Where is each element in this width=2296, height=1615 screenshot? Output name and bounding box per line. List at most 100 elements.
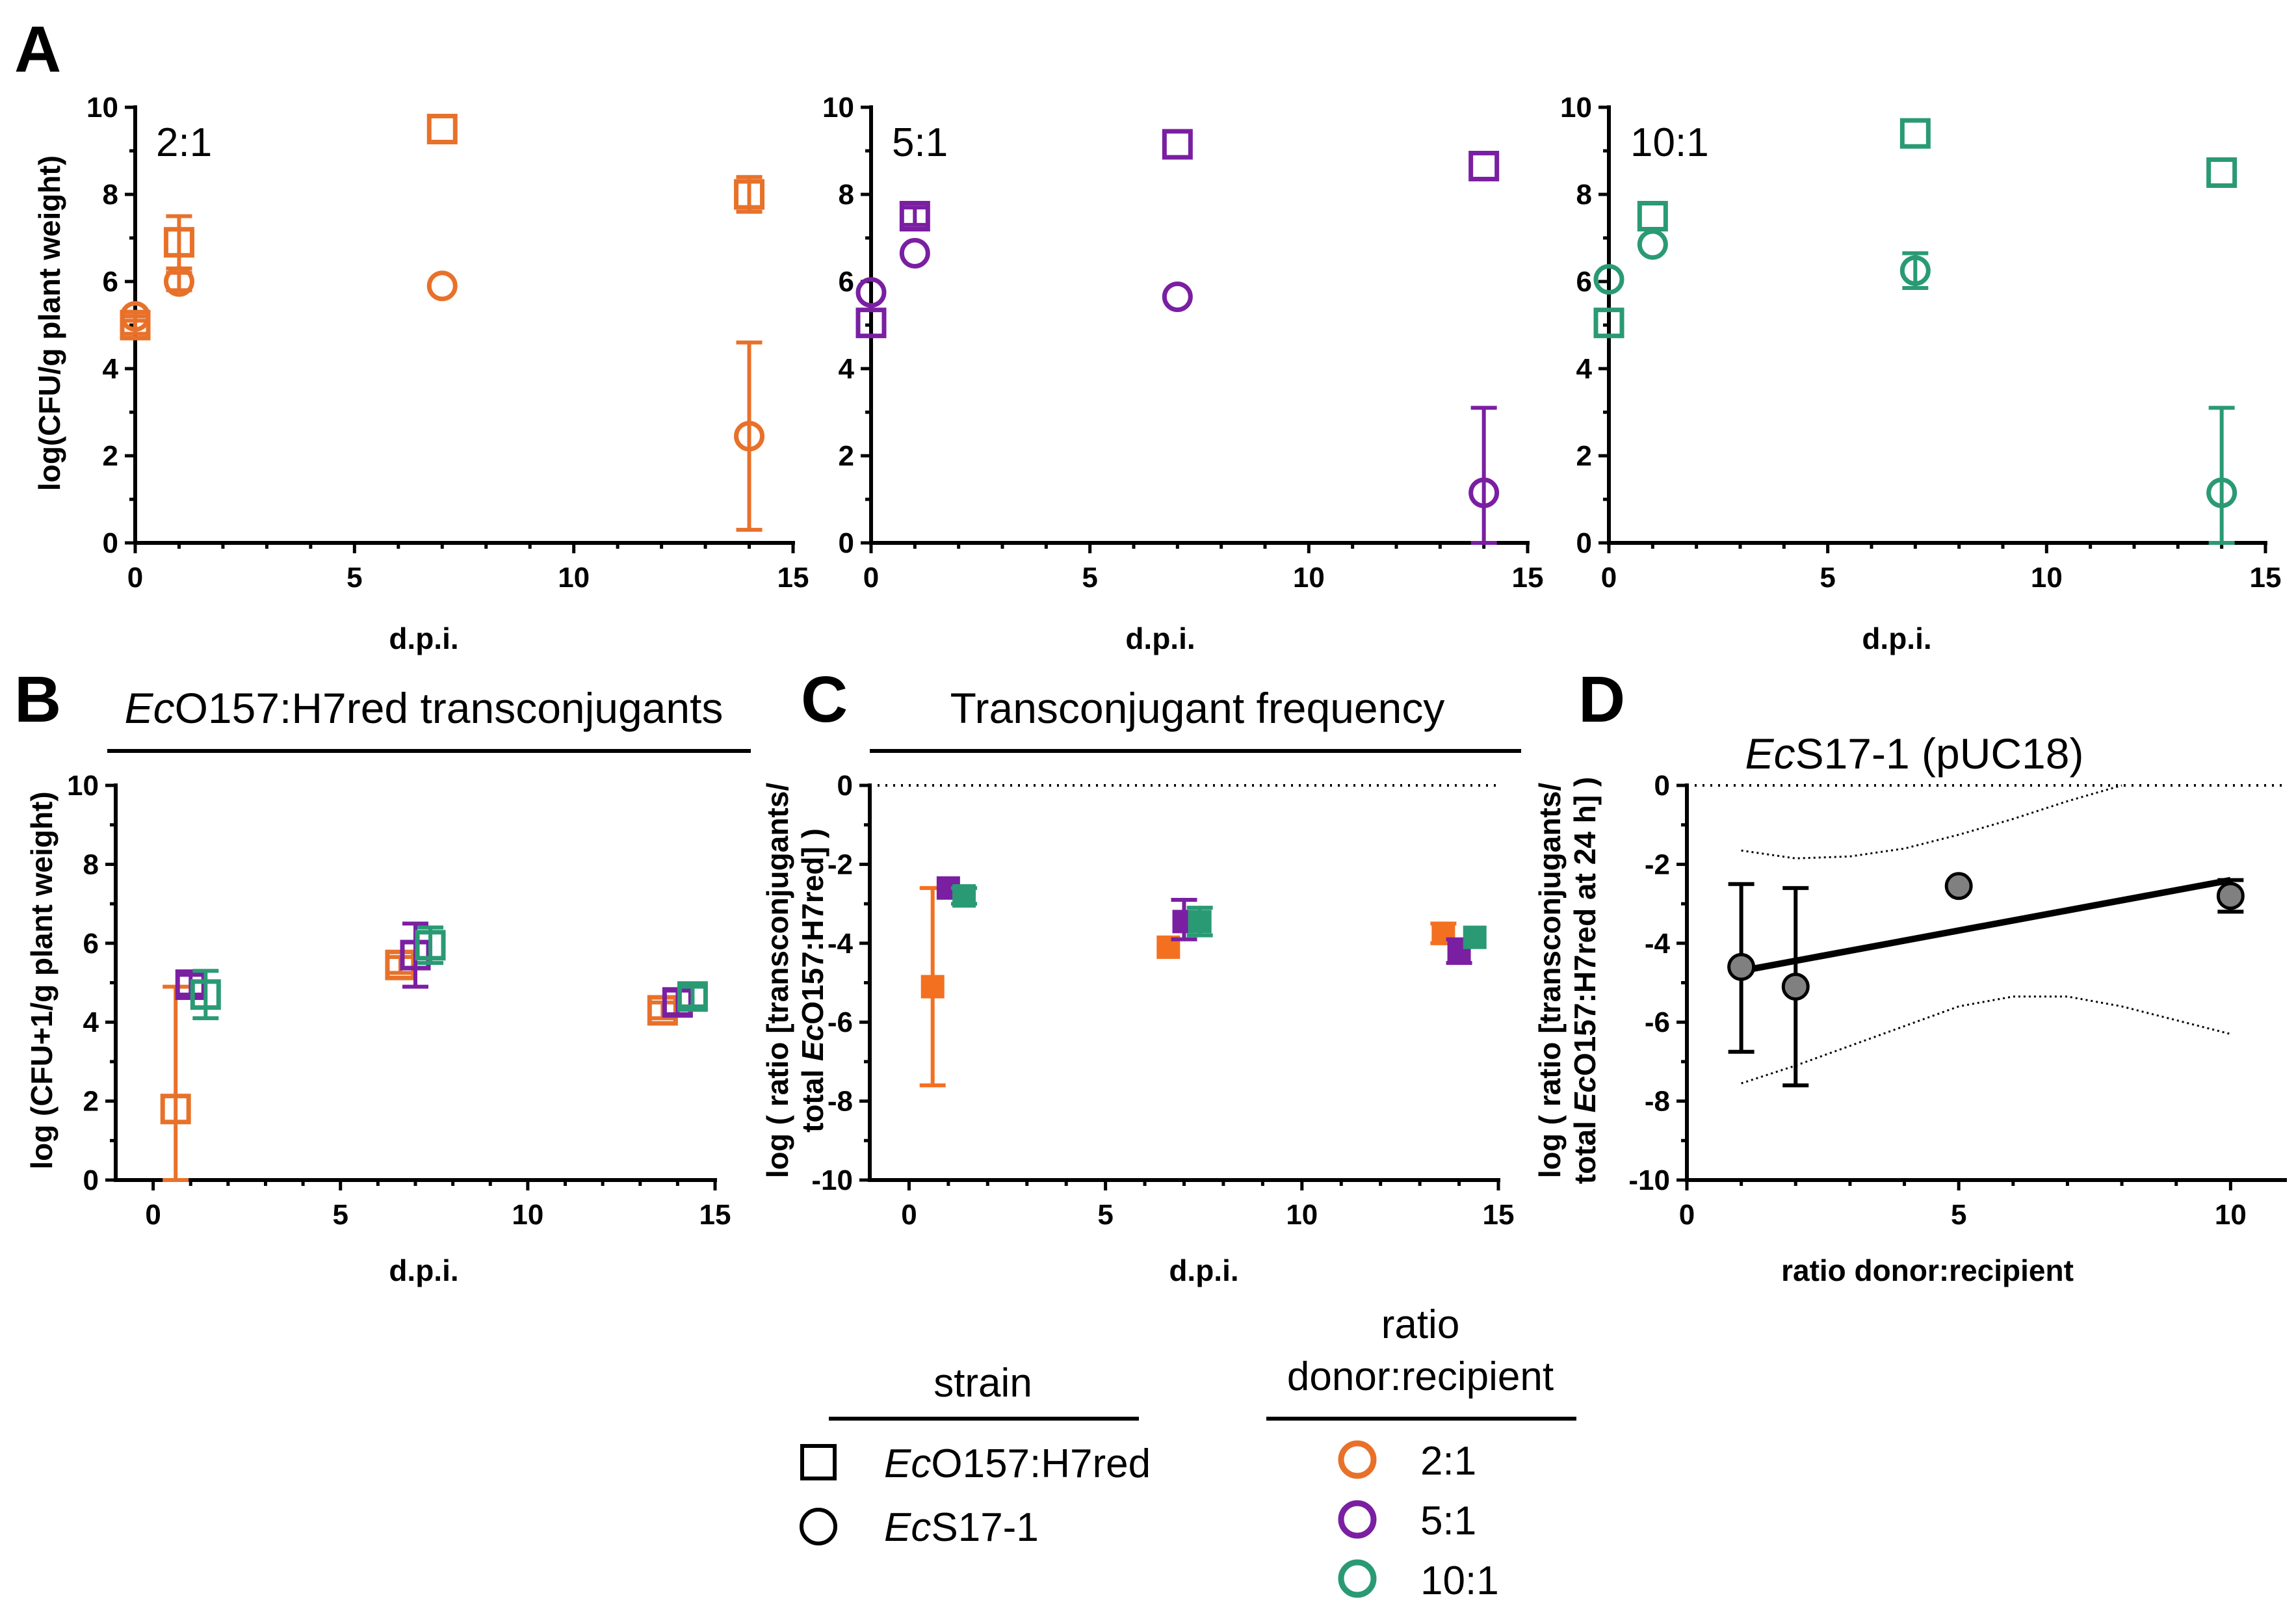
panel-d-y-axis-title-line1: log ( ratio [transconjugants/ [1533,783,1567,1178]
y-tick-label: 0 [1576,527,1592,559]
y-tick-label: 10 [1560,92,1592,124]
data-point-circle [1593,264,1624,295]
y-tick-label: 0 [839,527,854,559]
x-tick-label: 10 [1286,1199,1318,1231]
data-point-circle [1468,477,1500,508]
data-point-circle [163,266,194,297]
y-tick-label: -4 [828,928,854,960]
panel-a1-ratio-label: 2:1 [156,120,212,165]
legend-ratio-title-line1: ratio [1381,1302,1460,1347]
panel-c-y-axis-title-line2: total EcO157:H7red] ) [796,828,829,1133]
panel-b-title: EcO157:H7red transconjugants [125,684,724,732]
panel-a-y-axis-title: log(CFU/g plant weight) [33,155,66,491]
data-point-square [677,981,708,1012]
data-point-circle [1899,255,1931,286]
x-tick-label: 10 [2031,562,2063,594]
panel-d-y-axis-title-line2: total EcO157:H7red at 24 h] ) [1568,777,1602,1184]
y-tick-label: 0 [1654,770,1670,802]
data-point-square [1162,129,1193,160]
data-point-square [899,201,930,231]
panel-c-y-axis-title-line1: log ( ratio [transconjugants/ [761,783,794,1178]
y-tick-label: 10 [86,92,118,124]
x-tick-label: 0 [145,1199,161,1231]
data-point-square [1463,925,1487,949]
y-tick-label: 6 [83,928,99,960]
panel-d-title: EcS17-1 (pUC18) [1745,729,2084,778]
y-tick-label: -8 [828,1086,853,1118]
x-tick-label: 5 [333,1199,348,1231]
data-point-square [426,114,458,144]
y-tick-label: 8 [1576,179,1592,211]
y-tick-label: 0 [103,527,118,559]
legend-strain-item-1: EcO157:H7red [884,1441,1151,1486]
y-tick-label: 4 [1576,353,1593,385]
data-point-square [1468,150,1500,181]
y-tick-label: 8 [103,179,118,211]
data-point-circle [855,277,887,308]
legend-strain: strain EcO157:H7red EcS17-1 [800,1361,1151,1550]
y-tick-label: -6 [828,1006,853,1038]
x-tick-label: 10 [1293,562,1325,594]
x-tick-label: 10 [512,1199,543,1231]
data-point-circle [2206,477,2237,508]
y-tick-label: 10 [822,92,854,124]
panel-a3-x-axis-title: d.p.i. [1862,622,1931,655]
data-point-circle [1637,229,1668,260]
data-point-square [855,308,887,339]
panel-a1-x-axis-title: d.p.i. [389,622,458,655]
data-point-circle [120,301,151,332]
y-tick-label: 4 [103,353,119,385]
circle-icon [800,1508,837,1545]
x-tick-label: 15 [1512,562,1544,594]
data-point-square [1899,118,1931,149]
legend-strain-title: strain [933,1361,1032,1406]
data-point-circle [734,421,765,452]
data-point-square [415,930,446,961]
y-tick-label: -6 [1645,1006,1670,1038]
y-tick-label: 2 [103,440,118,472]
data-point-circle [1162,281,1193,312]
data-point-circle [2216,882,2245,910]
legend-strain-item-2: EcS17-1 [884,1505,1039,1550]
y-tick-label: -10 [811,1164,853,1196]
data-point-square [160,1094,191,1125]
y-tick-label: 2 [839,440,854,472]
y-tick-label: -2 [1645,848,1670,880]
panel-letter-c: C [801,663,848,736]
panel-b-y-axis-title: log (CFU+1/g plant weight) [25,791,59,1169]
panel-letter-a: A [14,13,61,86]
panel-a2-plot: 0 2 4 6 8 10 0 5 10 15 [822,92,1543,594]
x-tick-label: 10 [558,562,590,594]
y-tick-label: 6 [103,266,118,298]
data-point-square [1593,308,1624,339]
panel-c-title: Transconjugant frequency [950,684,1445,732]
data-point-square [1637,201,1668,231]
legend-ratio-item-5-1: 5:1 [1420,1499,1476,1543]
data-point-square [952,884,976,908]
y-tick-label: 4 [839,353,855,385]
data-point-circle [426,270,458,302]
y-tick-label: -4 [1645,928,1671,960]
x-tick-label: 0 [901,1199,917,1231]
x-tick-label: 0 [1679,1199,1695,1231]
legend-ratio-item-2-1: 2:1 [1420,1439,1476,1484]
data-point-square [190,979,221,1010]
panel-c-plot: 0 -2 -4 -6 -8 -10 0 5 10 15 [811,770,1514,1231]
data-point-square [920,975,945,999]
legend-ratio: ratio donor:recipient 2:1 5:1 10:1 [1266,1302,1576,1603]
y-tick-label: -8 [1645,1086,1670,1118]
data-point-square [734,179,765,210]
x-tick-label: 0 [863,562,879,594]
panel-d-x-axis-title: ratio donor:recipient [1781,1254,2074,1287]
y-tick-label: 6 [839,266,854,298]
x-tick-label: 5 [1951,1199,1966,1231]
x-tick-label: 0 [127,562,143,594]
panel-b-x-axis-title: d.p.i. [389,1254,458,1287]
y-tick-label: 2 [83,1086,99,1118]
panel-a2-ratio-label: 5:1 [892,120,948,165]
panel-a3-plot: 0 2 4 6 8 10 0 5 10 15 [1560,92,2281,594]
panel-letter-b: B [14,663,61,736]
x-tick-label: 15 [777,562,809,594]
data-point-circle [1727,952,1756,981]
y-tick-label: 6 [1576,266,1592,298]
